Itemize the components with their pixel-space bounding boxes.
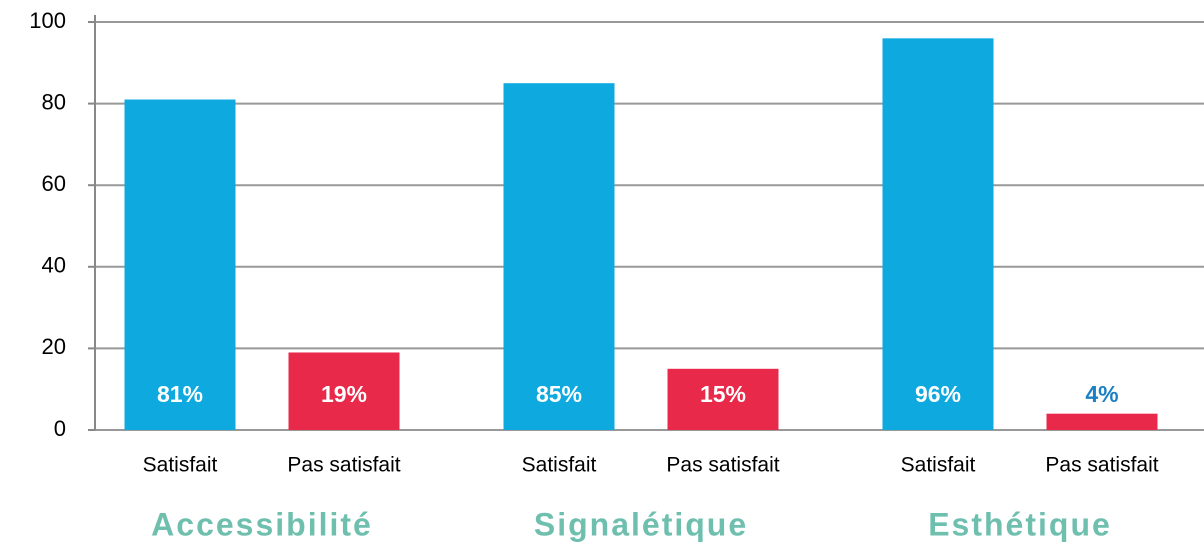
bar	[288, 352, 400, 430]
group-label: Signalétique	[534, 506, 748, 542]
bar	[1046, 413, 1158, 430]
bar	[667, 368, 779, 430]
value-label: 96%	[915, 381, 961, 407]
value-label: 4%	[1085, 381, 1118, 407]
x-tick-label: Pas satisfait	[666, 454, 779, 477]
y-tick-label: 100	[29, 8, 66, 33]
x-tick-label: Satisfait	[522, 454, 597, 477]
x-tick-label: Pas satisfait	[1045, 454, 1158, 477]
y-tick-label: 80	[42, 89, 66, 114]
bar	[124, 99, 236, 431]
y-tick-label: 20	[42, 334, 66, 359]
value-label: 85%	[536, 381, 582, 407]
y-tick-label: 60	[42, 171, 66, 196]
value-label: 19%	[321, 381, 367, 407]
group-label: Esthétique	[928, 506, 1112, 542]
group-label: Accessibilité	[151, 506, 373, 542]
x-tick-label: Pas satisfait	[287, 454, 400, 477]
x-tick-label: Satisfait	[143, 454, 218, 477]
value-label: 81%	[157, 381, 203, 407]
bar	[503, 83, 615, 430]
x-tick-label: Satisfait	[901, 454, 976, 477]
bar	[882, 38, 994, 430]
y-tick-label: 40	[42, 253, 66, 278]
value-label: 15%	[700, 381, 746, 407]
y-tick-label: 0	[54, 416, 66, 441]
